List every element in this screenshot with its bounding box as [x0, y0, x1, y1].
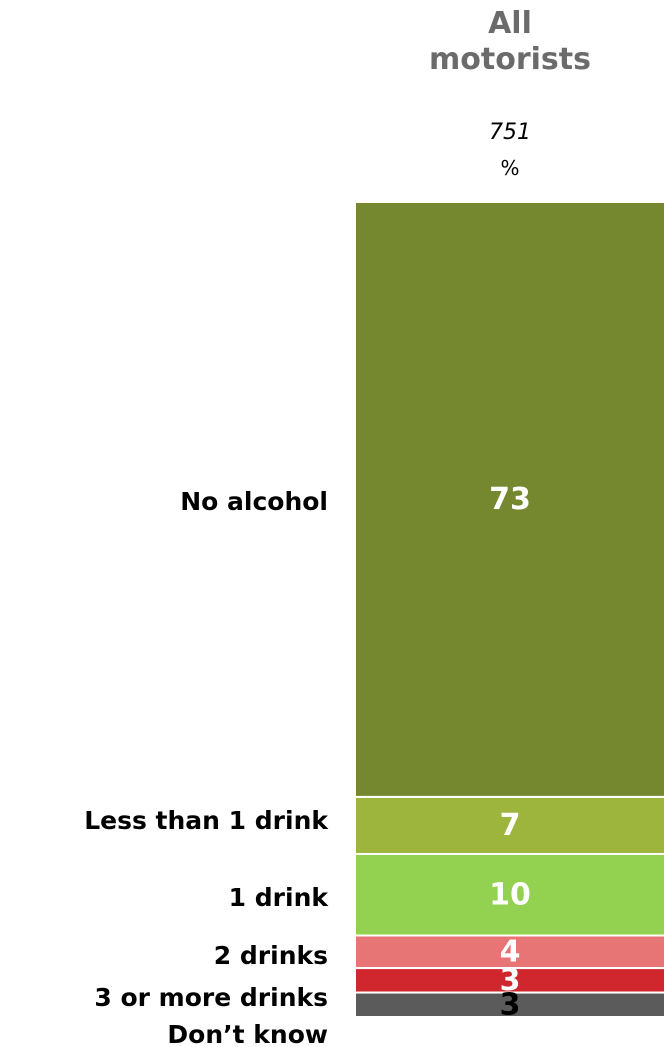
legend-label-no-alcohol: No alcohol: [180, 487, 328, 516]
data-label-2-drinks: 4: [500, 934, 521, 969]
data-label-1-drink: 10: [489, 877, 531, 912]
data-label-no-alcohol: 73: [489, 482, 531, 517]
data-label-less-than-1-drink: 7: [500, 808, 521, 843]
legend-label-3-or-more-drinks: 3 or more drinks: [94, 983, 328, 1012]
bar-segment-don-t-know: [354, 991, 665, 1018]
bar-segment-1-drink: [354, 853, 665, 937]
bar-segment-2-drinks: [354, 934, 665, 970]
column-title-line1: All: [488, 6, 532, 41]
legend-label-1-drink: 1 drink: [229, 883, 330, 912]
unit-label: %: [500, 156, 520, 180]
data-label-3-or-more-drinks: 3: [500, 963, 521, 998]
column-title-line2: motorists: [429, 42, 591, 77]
legend-label-2-drinks: 2 drinks: [214, 941, 328, 970]
base-size: 751: [489, 120, 531, 145]
legend-label-less-than-1-drink: Less than 1 drink: [84, 806, 329, 835]
data-label-don-t-know: 3: [500, 987, 521, 1022]
bar-segment-3-or-more-drinks: [354, 967, 665, 994]
bar-segment-no-alcohol: [354, 201, 665, 798]
column-title: All motorists: [355, 6, 665, 78]
legend-label-don-t-know: Don’t know: [167, 1020, 328, 1047]
bar-segment-less-than-1-drink: [354, 795, 665, 856]
